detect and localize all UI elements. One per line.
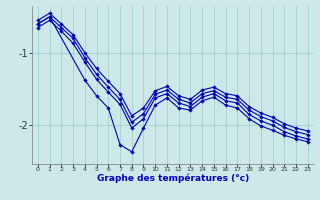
X-axis label: Graphe des températures (°c): Graphe des températures (°c) [97,174,249,183]
